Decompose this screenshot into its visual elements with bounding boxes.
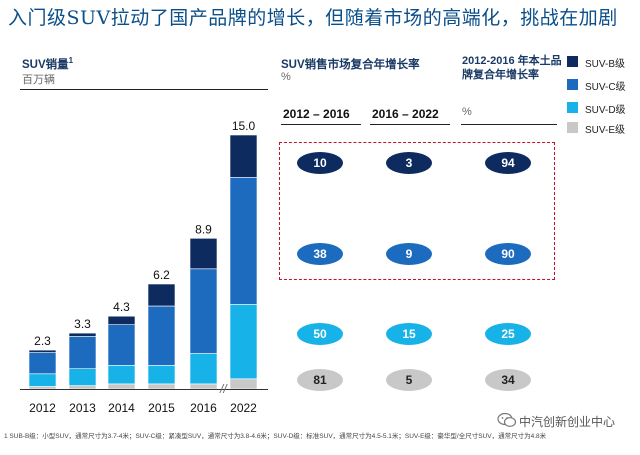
x-tick-label: 2014 [108, 401, 135, 415]
growth-value-oval: 15 [386, 323, 432, 345]
bar-segment-2015-2 [147, 364, 176, 385]
bar-segment-2013-1 [68, 336, 97, 370]
growth-value-oval: 90 [485, 243, 531, 265]
x-tick-label: 2016 [190, 401, 217, 415]
col-rule-2 [370, 124, 450, 125]
sales-title-text: SUV销量 [22, 59, 69, 71]
growth-value-oval: 81 [297, 369, 343, 391]
legend-swatch [567, 56, 578, 67]
bar-segment-2015-3 [147, 383, 176, 390]
growth-value-oval: 25 [485, 323, 531, 345]
legend-item: SUV-B级 [567, 55, 640, 70]
legend-swatch [567, 79, 578, 90]
highlight-box [279, 142, 555, 280]
x-tick-label: 2013 [69, 401, 96, 415]
bar-segment-2022-1 [229, 177, 258, 305]
legend-item: SUV-E级 [567, 121, 640, 136]
col-head-2016-2022: 2016 – 2022 [372, 107, 439, 121]
wechat-icon [497, 412, 517, 427]
bar-segment-2016-2 [189, 353, 218, 385]
bar-total-label: 15.0 [232, 119, 256, 133]
domestic-title: 2012-2016 年本土品牌复合年增长率 [462, 55, 562, 81]
sales-unit: 百万辆 [22, 74, 55, 86]
growth-value-oval: 34 [485, 369, 531, 391]
bar-total-label: 6.2 [153, 268, 170, 282]
cagr-unit: % [281, 71, 291, 83]
growth-value-oval: 38 [297, 243, 343, 265]
bar-segment-2016-1 [189, 268, 218, 354]
growth-value-oval: 94 [485, 152, 531, 174]
bar-segment-2014-0 [107, 315, 136, 326]
bar-segment-2016-3 [189, 383, 218, 390]
bar-segment-2012-3 [28, 386, 57, 390]
x-tick-label: 2022 [230, 401, 257, 415]
footnote: 1 SUB-B级：小型SUV，通常尺寸为3.7-4米；SUV-C级：紧凑型SUV… [4, 433, 547, 440]
bar-segment-2015-0 [147, 283, 176, 307]
bar-segment-2013-3 [68, 385, 97, 390]
legend-label: SUV-C级 [585, 82, 626, 93]
bar-segment-2012-2 [28, 373, 57, 387]
axis-break-mark: // [219, 382, 228, 396]
growth-value-oval: 9 [386, 243, 432, 265]
bar-total-label: 8.9 [195, 222, 212, 236]
legend-label: SUV-E级 [585, 125, 626, 136]
legend-swatch [567, 122, 578, 133]
legend-item: SUV-D级 [567, 101, 640, 116]
growth-value-oval: 10 [297, 152, 343, 174]
footnote-marker: 1 [68, 56, 74, 66]
col-rule-1 [281, 124, 361, 125]
bar-segment-2013-0 [68, 332, 97, 337]
growth-value-oval: 3 [386, 152, 432, 174]
legend-label: SUV-B级 [585, 59, 626, 70]
bar-segment-2013-2 [68, 368, 97, 386]
bar-segment-2016-0 [189, 238, 218, 270]
sales-chart: 2.3 2012 3.3 2013 4.3 2014 6.2 2015 8.9 2016 15.0 2… [20, 119, 268, 415]
growth-value-oval: 50 [297, 323, 343, 345]
col-rule-3 [461, 124, 557, 125]
left-header-rule [20, 89, 268, 90]
cagr-title: SUV销售市场复合年增长率 [281, 59, 420, 71]
watermark-text: 中汽创新创业中心 [519, 415, 616, 429]
legend-label: SUV-D级 [585, 105, 626, 116]
bar-segment-2012-0 [28, 349, 57, 353]
growth-value-oval: 5 [386, 369, 432, 391]
bar-segment-2014-2 [107, 364, 136, 385]
bar-total-label: 2.3 [34, 334, 51, 348]
legend-item: SUV-C级 [567, 78, 640, 93]
x-tick-label: 2015 [148, 401, 175, 415]
sales-title: SUV销量1 [22, 56, 73, 72]
bar-segment-2015-1 [147, 305, 176, 366]
bar-segment-2014-1 [107, 324, 136, 366]
x-tick-label: 2012 [29, 401, 56, 415]
col-head-2012-2016: 2012 – 2016 [283, 107, 350, 121]
bar-total-label: 3.3 [74, 317, 91, 331]
page-title: 入门级SUV拉动了国产品牌的增长，但随着市场的高端化，挑战在加剧 [8, 7, 618, 29]
legend-swatch [567, 102, 578, 113]
bar-segment-2014-3 [107, 383, 136, 390]
domestic-unit: % [462, 106, 472, 118]
bar-segment-2022-3 [229, 378, 258, 390]
bar-segment-2022-0 [229, 134, 258, 178]
bar-segment-2022-2 [229, 303, 258, 380]
bar-total-label: 4.3 [113, 300, 130, 314]
bar-segment-2012-1 [28, 352, 57, 375]
